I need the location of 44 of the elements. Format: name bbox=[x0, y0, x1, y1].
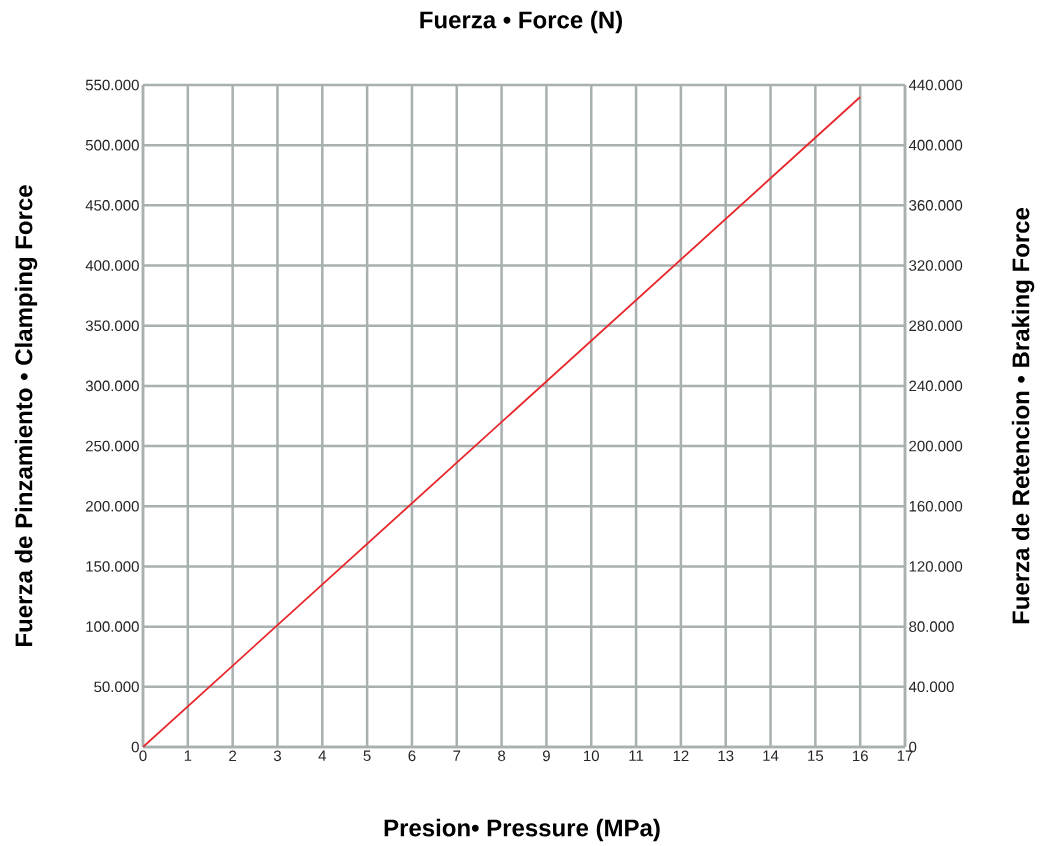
x-tick-label: 8 bbox=[498, 750, 506, 762]
y-axis-title: Fuerza de Pinzamiento • Clamping Force bbox=[14, 185, 38, 646]
y-tick-label: 400.000 bbox=[85, 260, 139, 271]
x-tick-label: 12 bbox=[673, 750, 689, 762]
y-tick-label: 350.000 bbox=[85, 320, 139, 332]
y-tick-label: 250.000 bbox=[86, 440, 139, 452]
y2-tick-label: 320.000 bbox=[909, 260, 963, 271]
x-tick-label: 6 bbox=[408, 750, 416, 762]
x-tick-label: 10 bbox=[584, 750, 599, 762]
x-axis-title: Presion• Pressure (MPa) bbox=[384, 818, 660, 842]
x-tick-label: 4 bbox=[318, 750, 327, 761]
y-tick-label: 200.000 bbox=[86, 500, 139, 512]
y2-tick-label: 360.000 bbox=[909, 200, 963, 211]
x-tick-label: 2 bbox=[229, 750, 237, 762]
x-tick-label: 11 bbox=[629, 750, 644, 761]
chart-title: Fuerza • Force (N) bbox=[420, 10, 622, 34]
x-tick-label: 3 bbox=[273, 750, 281, 762]
y2-tick-label: 440.000 bbox=[908, 79, 963, 91]
y-tick-label: 50.000 bbox=[94, 681, 139, 693]
y2-tick-label: 400.000 bbox=[908, 139, 963, 151]
y-tick-label: 100.000 bbox=[86, 621, 139, 632]
x-tick-label: 9 bbox=[542, 750, 550, 762]
y2-axis-title: Fuerza de Retencion • Braking Force bbox=[1011, 207, 1035, 624]
y2-tick-label: 80.000 bbox=[909, 621, 954, 632]
y-tick-label: 300.000 bbox=[85, 380, 139, 392]
y-tick-label: 500.000 bbox=[85, 139, 139, 151]
y2-tick-label: 280.000 bbox=[909, 320, 963, 332]
y2-tick-label: 200.000 bbox=[909, 440, 963, 452]
y-tick-label: 450.000 bbox=[85, 200, 139, 211]
y2-tick-label: 160.000 bbox=[909, 500, 963, 512]
x-tick-label: 1 bbox=[184, 750, 192, 761]
x-tick-label: 5 bbox=[363, 750, 371, 761]
x-tick-label: 13 bbox=[718, 750, 734, 762]
y-tick-label: 0 bbox=[131, 741, 139, 753]
x-tick-label: 0 bbox=[139, 750, 147, 762]
y2-tick-label: 120.000 bbox=[909, 561, 963, 572]
y-tick-label: 150.000 bbox=[86, 561, 139, 572]
y-tick-label: 550.000 bbox=[85, 79, 139, 91]
x-tick-label: 16 bbox=[852, 750, 868, 762]
y2-tick-label: 40.000 bbox=[908, 681, 954, 693]
y2-tick-label: 240.000 bbox=[909, 380, 963, 392]
x-tick-label: 14 bbox=[763, 750, 779, 761]
x-tick-label: 15 bbox=[808, 750, 824, 761]
x-tick-label: 7 bbox=[453, 750, 461, 761]
